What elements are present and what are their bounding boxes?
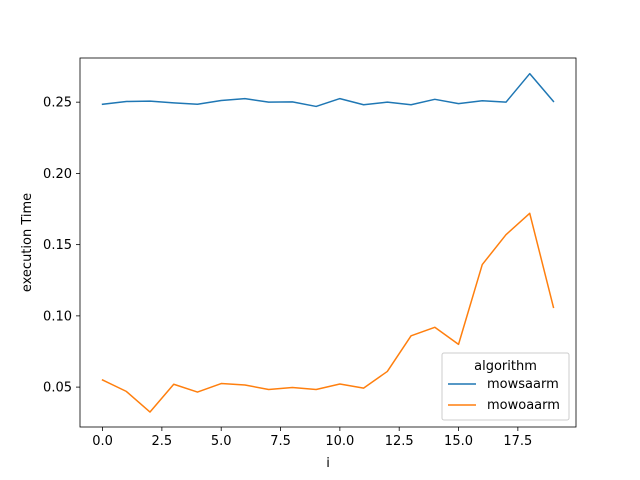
legend-box <box>441 352 570 421</box>
y-tick-label: 0.20 <box>43 167 72 182</box>
legend-entries: mowsaarm mowoaarm <box>448 377 560 413</box>
x-tick-label: 2.5 <box>152 434 173 449</box>
y-tick-label: 0.25 <box>43 96 72 111</box>
plot-frame <box>79 57 577 428</box>
x-tick-label: 7.5 <box>270 434 291 449</box>
legend-label-mowsaarm: mowsaarm <box>487 377 559 392</box>
y-axis-ticks: 0.05 0.10 0.15 0.20 0.25 <box>43 96 80 396</box>
y-tick-label: 0.10 <box>43 309 72 324</box>
plot-lines <box>101 72 555 413</box>
x-tick-label: 15.0 <box>444 434 473 449</box>
x-tick-label: 0.0 <box>92 434 113 449</box>
legend-title: algorithm <box>474 359 537 374</box>
series-line-mowoaarm <box>101 212 555 413</box>
legend: algorithm mowsaarm mowoaarm <box>441 352 570 421</box>
y-tick-label: 0.15 <box>43 238 72 253</box>
series-line-mowsaarm <box>101 72 555 108</box>
x-tick-label: 12.5 <box>385 434 414 449</box>
y-axis-label: execution Time <box>20 193 35 292</box>
y-tick-label: 0.05 <box>43 381 72 396</box>
x-axis-ticks: 0.0 2.5 5.0 7.5 10.0 12.5 15.0 17.5 <box>92 427 532 449</box>
x-tick-label: 17.5 <box>503 434 532 449</box>
x-tick-label: 5.0 <box>211 434 232 449</box>
x-axis-label: i <box>326 456 330 471</box>
legend-label-mowoaarm: mowoaarm <box>487 398 560 413</box>
x-tick-label: 10.0 <box>325 434 354 449</box>
